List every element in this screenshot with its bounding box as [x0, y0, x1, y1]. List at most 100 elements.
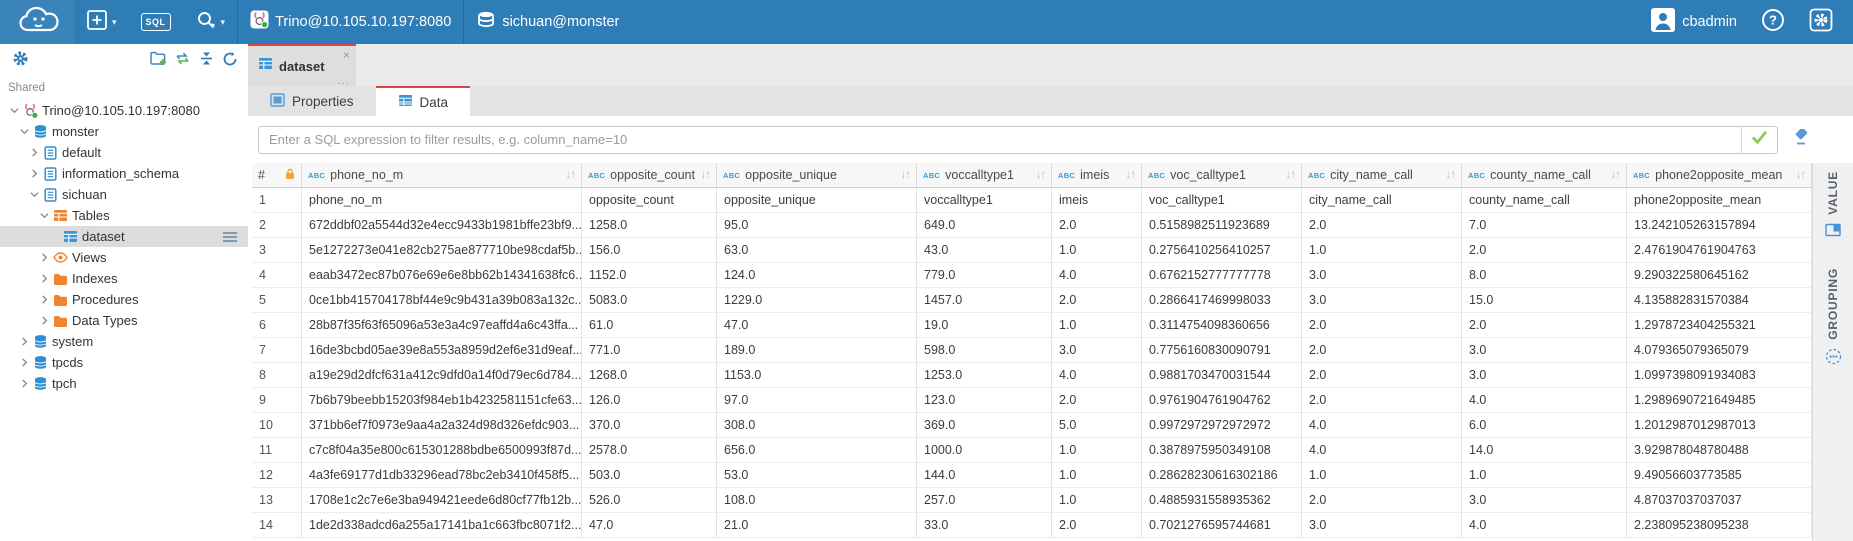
refresh-tree-button[interactable]: [218, 49, 242, 73]
grid-cell[interactable]: 3.0: [1302, 263, 1462, 288]
grid-cell[interactable]: phone_no_m: [302, 188, 582, 213]
sort-arrows-icon[interactable]: ↓↑: [1125, 169, 1136, 181]
sort-arrows-icon[interactable]: ↓↑: [1035, 169, 1046, 181]
tree-item-dataset[interactable]: dataset: [0, 226, 248, 247]
row-number-header[interactable]: #: [252, 163, 302, 188]
row-number-cell[interactable]: 7: [252, 338, 302, 363]
grid-cell[interactable]: 371bb6ef7f0973e9aa4a2a324d98d326efdc903.…: [302, 413, 582, 438]
sort-arrows-icon[interactable]: ↓↑: [1445, 169, 1456, 181]
row-number-cell[interactable]: 13: [252, 488, 302, 513]
grid-cell[interactable]: 1.2978723404255321: [1627, 313, 1812, 338]
column-header-imeis[interactable]: ABC imeis ↓↑: [1052, 163, 1142, 188]
row-number-cell[interactable]: 8: [252, 363, 302, 388]
grid-cell[interactable]: 4.0: [1052, 363, 1142, 388]
column-header-voccalltype1[interactable]: ABC voccalltype1 ↓↑: [917, 163, 1052, 188]
grid-cell[interactable]: 0.2866417469998033: [1142, 288, 1302, 313]
row-number-cell[interactable]: 6: [252, 313, 302, 338]
grid-cell[interactable]: 124.0: [717, 263, 917, 288]
grid-cell[interactable]: 47.0: [717, 313, 917, 338]
grid-cell[interactable]: 2.0: [1302, 388, 1462, 413]
tree-item-tpcds[interactable]: tpcds: [0, 352, 248, 373]
grid-cell[interactable]: 156.0: [582, 238, 717, 263]
chevron-right-icon[interactable]: [38, 253, 51, 262]
grid-cell[interactable]: 0.4885931558935362: [1142, 488, 1302, 513]
grid-cell[interactable]: 0.9761904761904762: [1142, 388, 1302, 413]
grid-cell[interactable]: 33.0: [917, 513, 1052, 538]
grid-cell[interactable]: 15.0: [1462, 288, 1627, 313]
grid-cell[interactable]: 1.0: [1052, 313, 1142, 338]
grid-cell[interactable]: 4a3fe69177d1db33296ead78bc2eb3410f458f5.…: [302, 463, 582, 488]
grid-cell[interactable]: 1152.0: [582, 263, 717, 288]
grid-cell[interactable]: 0.6762152777777778: [1142, 263, 1302, 288]
grid-cell[interactable]: 13.242105263157894: [1627, 213, 1812, 238]
grid-cell[interactable]: 0.7021276595744681: [1142, 513, 1302, 538]
grid-cell[interactable]: 2.4761904761904763: [1627, 238, 1812, 263]
grid-cell[interactable]: 9.290322580645162: [1627, 263, 1812, 288]
grid-cell[interactable]: 0.9972972972972972: [1142, 413, 1302, 438]
tree-item-default[interactable]: default: [0, 142, 248, 163]
grid-cell[interactable]: voccalltype1: [917, 188, 1052, 213]
grid-cell[interactable]: 0ce1bb415704178bf44e9c9b431a39b083a132c.…: [302, 288, 582, 313]
collapse-all-button[interactable]: [194, 49, 218, 73]
grid-cell[interactable]: 53.0: [717, 463, 917, 488]
row-number-cell[interactable]: 12: [252, 463, 302, 488]
apply-filter-button[interactable]: [1741, 126, 1777, 153]
grid-cell[interactable]: 1.0: [1052, 238, 1142, 263]
grid-cell[interactable]: 4.0: [1462, 513, 1627, 538]
grid-cell[interactable]: 43.0: [917, 238, 1052, 263]
grid-cell[interactable]: 0.3114754098360656: [1142, 313, 1302, 338]
sort-arrows-icon[interactable]: ↓↑: [565, 169, 576, 181]
sort-arrows-icon[interactable]: ↓↑: [700, 169, 711, 181]
schema-selector[interactable]: sichuan@monster: [464, 0, 631, 44]
tab-dataset[interactable]: dataset × ...: [248, 44, 356, 87]
tree-item-tables[interactable]: Tables: [0, 205, 248, 226]
grid-cell[interactable]: 1.2989690721649485: [1627, 388, 1812, 413]
grid-cell[interactable]: 656.0: [717, 438, 917, 463]
row-number-cell[interactable]: 9: [252, 388, 302, 413]
grid-cell[interactable]: 2.0: [1052, 513, 1142, 538]
grid-cell[interactable]: 526.0: [582, 488, 717, 513]
grid-cell[interactable]: 9.49056603773585: [1627, 463, 1812, 488]
chevron-down-icon[interactable]: [28, 190, 41, 199]
grid-cell[interactable]: opposite_count: [582, 188, 717, 213]
grid-cell[interactable]: 16de3bcbd05ae39e8a553a8959d2ef6e31d9eaf.…: [302, 338, 582, 363]
grid-cell[interactable]: opposite_unique: [717, 188, 917, 213]
row-number-cell[interactable]: 2: [252, 213, 302, 238]
grid-cell[interactable]: 0.5158982511923689: [1142, 213, 1302, 238]
grid-cell[interactable]: 1153.0: [717, 363, 917, 388]
grid-cell[interactable]: 2578.0: [582, 438, 717, 463]
grid-cell[interactable]: 2.0: [1052, 388, 1142, 413]
grid-cell[interactable]: 3.0: [1462, 338, 1627, 363]
grid-cell[interactable]: 370.0: [582, 413, 717, 438]
chevron-right-icon[interactable]: [38, 274, 51, 283]
tree-item-menu-icon[interactable]: [222, 231, 238, 243]
grid-cell[interactable]: 1.0: [1302, 238, 1462, 263]
grid-cell[interactable]: 19.0: [917, 313, 1052, 338]
grid-cell[interactable]: 1258.0: [582, 213, 717, 238]
grid-cell[interactable]: 5.0: [1052, 413, 1142, 438]
grid-cell[interactable]: 4.0: [1052, 263, 1142, 288]
column-header-voc_calltype1[interactable]: ABC voc_calltype1 ↓↑: [1142, 163, 1302, 188]
grid-cell[interactable]: 4.135882831570384: [1627, 288, 1812, 313]
column-header-county_name_call[interactable]: ABC county_name_call ↓↑: [1462, 163, 1627, 188]
sort-arrows-icon[interactable]: ↓↑: [1610, 169, 1621, 181]
sort-arrows-icon[interactable]: ↓↑: [1795, 169, 1806, 181]
grid-cell[interactable]: 6.0: [1462, 413, 1627, 438]
grid-cell[interactable]: 126.0: [582, 388, 717, 413]
add-connection-button[interactable]: [146, 49, 170, 73]
chevron-down-icon[interactable]: [18, 127, 31, 136]
tab-properties[interactable]: Properties: [248, 86, 376, 116]
grid-cell[interactable]: 1000.0: [917, 438, 1052, 463]
column-header-phone_no_m[interactable]: ABC phone_no_m ↓↑: [302, 163, 582, 188]
tree-item-system[interactable]: system: [0, 331, 248, 352]
grid-cell[interactable]: 8.0: [1462, 263, 1627, 288]
sql-editor-button[interactable]: SQL: [129, 0, 183, 44]
grid-cell[interactable]: 2.0: [1302, 338, 1462, 363]
grid-cell[interactable]: 1.0: [1302, 463, 1462, 488]
grid-cell[interactable]: c7c8f04a35e800c615301288bdbe6500993f87d.…: [302, 438, 582, 463]
sort-arrows-icon[interactable]: ↓↑: [900, 169, 911, 181]
grid-cell[interactable]: 1de2d338adcd6a255a17141ba1c663fbc8071f2.…: [302, 513, 582, 538]
grid-cell[interactable]: 2.0: [1302, 313, 1462, 338]
tab-menu-dots-icon[interactable]: ...: [336, 73, 350, 87]
grid-cell[interactable]: 63.0: [717, 238, 917, 263]
